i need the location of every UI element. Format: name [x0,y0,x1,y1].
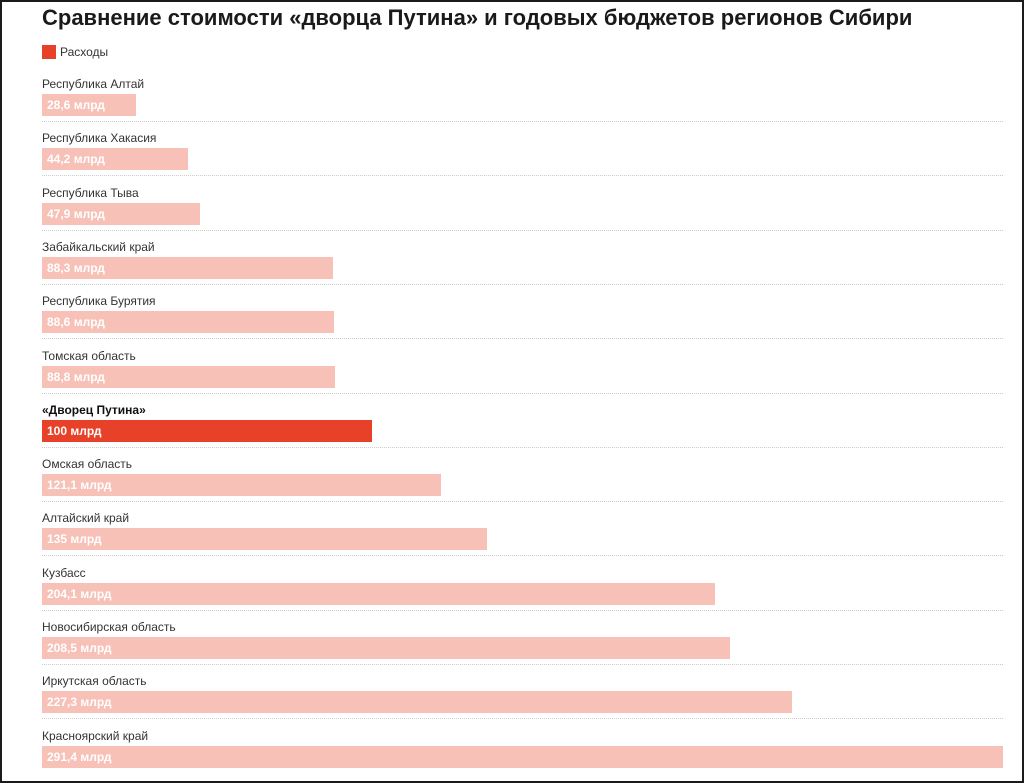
row-divider [42,283,1003,285]
legend-label-expenses: Расходы [60,45,109,59]
bar: 28,6 млрд [42,94,136,116]
bar: 135 млрд [42,528,487,551]
bar-row: Новосибирская область 208,5 млрд [42,620,1003,674]
bar-row: Забайкальский край 88,3 млрд [42,240,1003,294]
bar-row: Алтайский край 135 млрд [42,511,1003,565]
chart-title: Сравнение стоимости «дворца Путина» и го… [42,5,913,30]
category-label: Омская область [42,457,133,472]
category-label: Алтайский край [42,511,130,526]
bar-value-label: 208,5 млрд [47,641,112,655]
category-label: «Дворец Путина» [42,402,146,417]
bar-value-label: 88,6 млрд [47,315,105,330]
row-divider [42,175,1003,177]
bar-row: Республика Хакасия 44,2 млрд [42,131,1003,185]
bar-highlighted: 100 млрд [42,419,372,442]
category-label: Томская область [42,348,136,363]
row-divider [42,446,1003,448]
bar: 121,1 млрд [42,474,441,497]
bar-value-label: 44,2 млрд [47,152,105,167]
bar: 204,1 млрд [42,582,715,605]
bar-row: «Дворец Путина» 100 млрд [42,403,1003,457]
bar-value-label: 47,9 млрд [47,206,105,221]
row-divider [42,229,1003,231]
bar: 88,3 млрд [42,256,333,279]
category-label: Республика Тыва [42,185,139,200]
bar-value-label: 135 млрд [47,532,102,547]
category-label: Кузбасс [42,565,86,580]
category-label: Новосибирская область [42,620,176,634]
bar: 47,9 млрд [42,202,200,225]
row-divider [42,718,1003,720]
category-label: Республика Бурятия [42,294,156,309]
category-label: Забайкальский край [42,239,155,254]
legend-swatch-expenses [42,45,56,59]
legend: Расходы [42,45,108,59]
bar-row: Кузбасс 204,1 млрд [42,566,1003,620]
bar-row: Томская область 88,8 млрд [42,349,1003,403]
bar-row: Иркутская область 227,3 млрд [42,674,1003,728]
bar-value-label: 88,8 млрд [47,369,105,384]
row-divider [42,501,1003,503]
row-divider [42,555,1003,557]
row-divider [42,664,1003,665]
bar: 88,8 млрд [42,365,335,388]
bar-value-label: 28,6 млрд [47,98,105,112]
category-label: Красноярский край [42,728,149,743]
bar-value-label: 204,1 млрд [47,586,112,601]
category-label: Иркутская область [42,674,147,689]
bar-row: Республика Тыва 47,9 млрд [42,186,1003,240]
bar: 88,6 млрд [42,311,334,334]
bar-value-label: 100 млрд [47,423,102,438]
bar-row: Республика Алтай 28,6 млрд [42,77,1003,131]
bar: 227,3 млрд [42,691,792,714]
row-divider [42,392,1003,394]
bar-value-label: 88,3 млрд [47,260,105,275]
row-divider [42,338,1003,340]
row-divider [42,121,1003,122]
bar-value-label: 121,1 млрд [47,478,112,493]
row-divider [42,609,1003,611]
category-label: Республика Алтай [42,77,145,91]
bar-row: Республика Бурятия 88,6 млрд [42,294,1003,348]
bar-value-label: 291,4 млрд [47,749,112,764]
bar: 291,4 млрд [42,745,1003,768]
bar-row: Омская область 121,1 млрд [42,457,1003,511]
bar-row: Красноярский край 291,4 млрд [42,729,1003,783]
bar: 44,2 млрд [42,148,188,171]
bar: 208,5 млрд [42,637,730,659]
bar-value-label: 227,3 млрд [47,695,112,710]
category-label: Республика Хакасия [42,131,157,146]
